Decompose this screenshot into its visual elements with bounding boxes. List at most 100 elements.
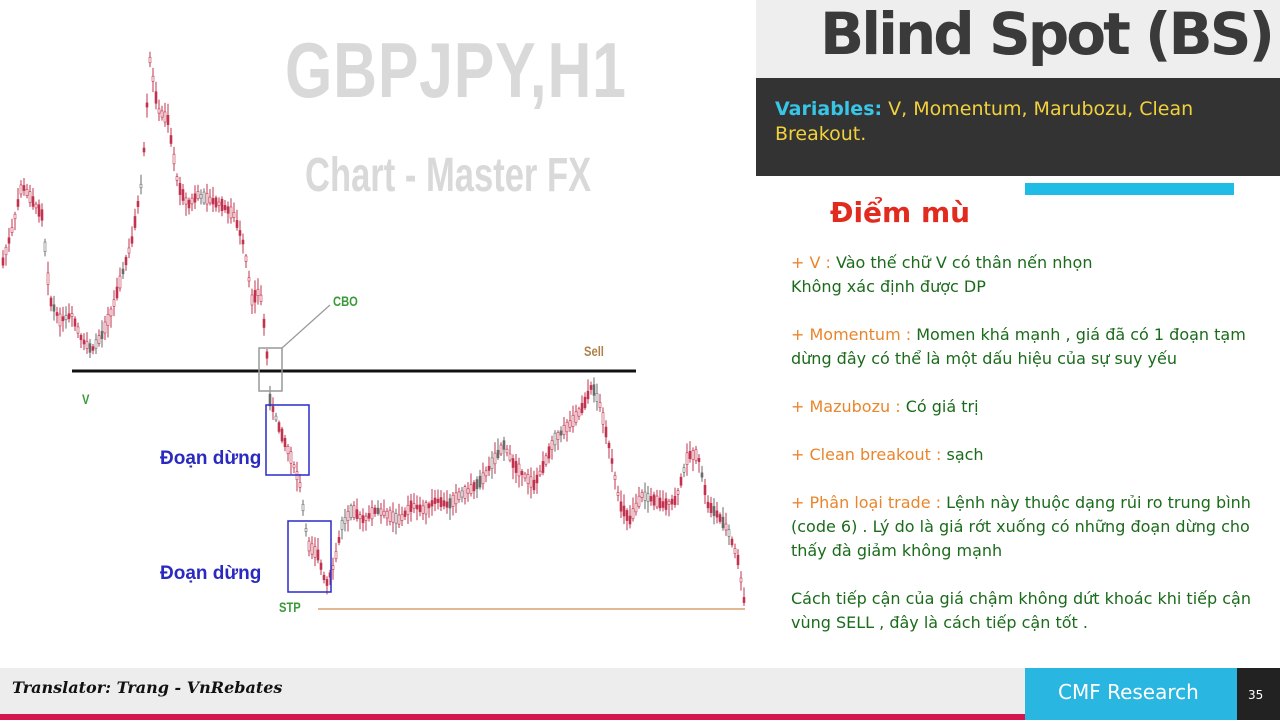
notes-list: + V : Vào thế chữ V có thân nến nhọn Khô… xyxy=(791,251,1276,659)
candle-body xyxy=(274,415,278,421)
candle-body xyxy=(160,110,164,118)
section-heading: Điểm mù xyxy=(830,196,971,229)
candle-body xyxy=(460,490,464,498)
page-number-box xyxy=(1237,668,1280,720)
candle-body xyxy=(127,247,131,254)
candle-body xyxy=(271,406,275,412)
candle-body xyxy=(592,384,596,396)
note-key: + V : xyxy=(791,253,836,272)
candle-body xyxy=(205,193,209,205)
candle-body xyxy=(157,108,161,114)
candle-body xyxy=(538,470,542,476)
candle-body xyxy=(391,511,395,523)
candle-body xyxy=(457,491,461,500)
note-trade-class: + Phân loại trade : Lệnh này thuộc dạng … xyxy=(791,491,1276,563)
candle-body xyxy=(103,321,107,334)
note-key: + Phân loại trade : xyxy=(791,493,947,512)
candle-body xyxy=(139,183,143,189)
candle-body xyxy=(724,523,728,531)
candle-body xyxy=(31,196,35,207)
candle-body xyxy=(739,577,743,583)
candle-body xyxy=(466,488,470,494)
candle-body xyxy=(376,507,380,514)
note-text: Momen khá mạnh , giá đã có 1 đoạn tạm dừ… xyxy=(791,325,1246,368)
candle-body xyxy=(181,189,185,201)
candle-body xyxy=(664,498,668,510)
candle-body xyxy=(550,440,554,450)
candle-body xyxy=(469,484,473,494)
candle-body xyxy=(145,102,149,108)
candle-body xyxy=(631,508,635,520)
candle-body xyxy=(703,485,707,495)
candle-body xyxy=(208,196,212,204)
candle-body xyxy=(121,268,125,275)
candle-body xyxy=(433,497,437,504)
candle-body xyxy=(61,316,65,322)
candle-body xyxy=(43,241,47,253)
candle-body xyxy=(559,430,563,436)
candle-body xyxy=(442,500,446,507)
candle-body xyxy=(490,457,494,470)
variables-value: V, Momentum, Marubozu, Clean Breakout. xyxy=(775,98,1194,145)
candle-body xyxy=(76,326,80,334)
candle-body xyxy=(190,197,194,205)
candle-body xyxy=(502,440,506,450)
candle-body xyxy=(721,516,725,529)
candle-body xyxy=(115,286,119,299)
candle-body xyxy=(106,314,110,326)
candle-body xyxy=(355,509,359,519)
price-chart: GBPJPY,H1 Chart - Master FX CBO Sell V S… xyxy=(1,26,746,615)
candle-body xyxy=(46,272,50,285)
candle-body xyxy=(628,515,632,525)
candle-body xyxy=(619,501,623,512)
candle-body xyxy=(613,475,617,480)
candle-body xyxy=(16,199,20,207)
note-key: + Mazubozu : xyxy=(791,397,906,416)
variables-text: Variables: V, Momentum, Marubozu, Clean … xyxy=(775,97,1245,147)
candle-body xyxy=(316,549,320,561)
candle-body xyxy=(214,197,218,208)
candle-body xyxy=(241,239,245,245)
candle-body xyxy=(487,465,491,471)
sell-label: Sell xyxy=(584,343,604,359)
candle-body xyxy=(370,507,374,520)
candle-body xyxy=(532,479,536,491)
candle-body xyxy=(25,189,29,196)
title-bar xyxy=(756,0,1280,78)
candle-body xyxy=(394,513,398,524)
candle-body xyxy=(451,494,455,507)
candle-body xyxy=(130,236,134,244)
candle-body xyxy=(136,201,140,207)
candlestick-chart xyxy=(1,51,746,610)
candle-body xyxy=(349,505,353,518)
candle-body xyxy=(280,428,284,442)
variables-panel xyxy=(756,78,1280,176)
candle-body xyxy=(238,230,242,236)
candle-body xyxy=(94,339,98,349)
candle-body xyxy=(79,334,83,341)
candle-body xyxy=(124,256,128,266)
candle-body xyxy=(463,486,467,499)
candle-body xyxy=(253,290,257,303)
candle-body xyxy=(673,495,677,505)
candle-body xyxy=(565,421,569,433)
candle-body xyxy=(325,579,329,586)
candle-body xyxy=(553,432,557,446)
candle-body xyxy=(448,498,452,509)
note-v: + V : Vào thế chữ V có thân nến nhọn Khô… xyxy=(791,251,1276,299)
candle-body xyxy=(196,191,200,199)
candle-body xyxy=(199,194,203,199)
candle-body xyxy=(436,498,440,503)
candle-body xyxy=(583,396,587,409)
candle-body xyxy=(13,213,17,220)
candle-body xyxy=(715,510,719,518)
candle-body xyxy=(364,515,368,521)
candle-body xyxy=(193,193,197,203)
candle-body xyxy=(643,491,647,501)
candle-body xyxy=(499,444,503,455)
candle-body xyxy=(310,543,314,555)
candle-body xyxy=(10,227,14,233)
note-key: + Clean breakout : xyxy=(791,445,947,464)
candle-body xyxy=(658,497,662,509)
candle-body xyxy=(58,313,62,327)
